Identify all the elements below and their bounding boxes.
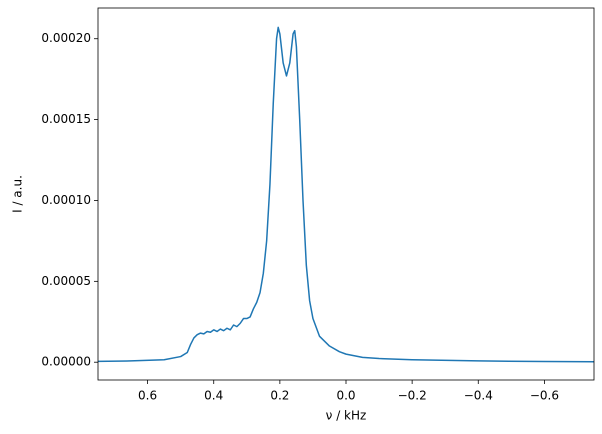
- x-tick-label: 0.6: [138, 389, 157, 403]
- x-axis-label: ν / kHz: [326, 409, 367, 423]
- x-tick-label: 0.2: [270, 389, 289, 403]
- y-tick-label: 0.00005: [41, 274, 91, 288]
- x-tick-label: −0.6: [530, 389, 559, 403]
- x-tick-label: 0.0: [336, 389, 355, 403]
- y-tick-label: 0.00015: [41, 112, 91, 126]
- y-tick-label: 0.00020: [41, 31, 91, 45]
- y-tick-label: 0.00000: [41, 355, 91, 369]
- y-tick-label: 0.00010: [41, 193, 91, 207]
- plot-frame: [97, 7, 595, 381]
- line-series: [98, 26, 594, 363]
- x-tick-label: −0.4: [464, 389, 493, 403]
- y-axis-label: I / a.u.: [11, 175, 25, 213]
- x-tick-label: −0.2: [398, 389, 427, 403]
- x-tick-label: 0.4: [204, 389, 223, 403]
